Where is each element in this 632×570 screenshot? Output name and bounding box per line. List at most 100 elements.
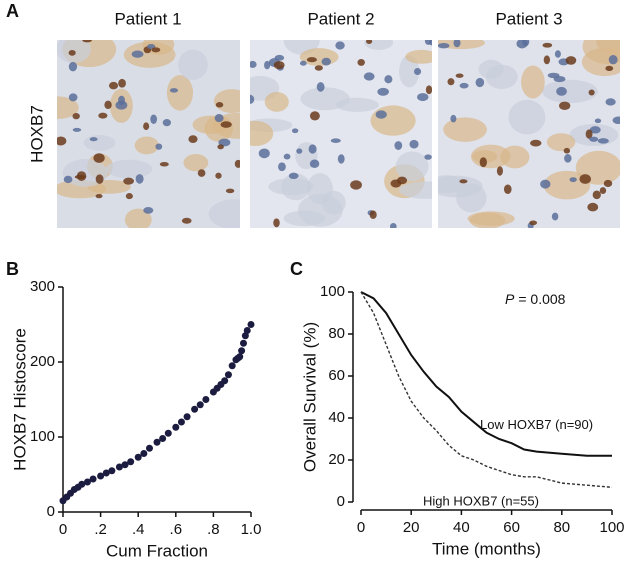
- point: [145, 444, 153, 452]
- nucleus: [273, 61, 285, 70]
- nucleus: [143, 207, 154, 214]
- panel-label: B: [6, 259, 19, 279]
- nucleus: [278, 162, 286, 172]
- nucleus: [68, 49, 76, 56]
- nucleus: [321, 57, 332, 66]
- x-tick-label: 80: [553, 519, 570, 536]
- nucleus: [159, 161, 169, 167]
- nucleus: [291, 128, 299, 134]
- nucleus: [218, 138, 231, 147]
- nucleus: [447, 78, 455, 86]
- nucleus: [556, 86, 567, 96]
- nucleus: [424, 40, 432, 45]
- nucleus: [589, 126, 601, 134]
- point: [236, 353, 244, 361]
- x-tick-label: 60: [503, 519, 520, 536]
- nucleus: [503, 184, 512, 194]
- point: [238, 347, 246, 355]
- nucleus: [314, 65, 323, 71]
- nucleus: [63, 175, 73, 184]
- nucleus: [309, 159, 320, 168]
- y-tick-label: 100: [320, 283, 345, 300]
- nucleus: [496, 166, 503, 176]
- nucleus: [82, 40, 92, 43]
- y-tick-label: 200: [30, 353, 55, 370]
- x-axis-label: Cum Fraction: [106, 541, 208, 560]
- point: [196, 401, 204, 409]
- nucleus: [409, 139, 419, 149]
- nucleus: [603, 179, 613, 188]
- annotation: P = 0.008: [505, 291, 566, 307]
- point: [159, 435, 167, 442]
- nucleus: [605, 98, 616, 106]
- nucleus: [594, 118, 602, 124]
- nucleus: [453, 40, 461, 48]
- nucleus: [108, 81, 119, 90]
- tissue: [596, 40, 620, 54]
- nucleus: [250, 94, 255, 104]
- point: [177, 418, 185, 426]
- nucleus: [217, 144, 224, 150]
- nucleus: [118, 78, 126, 88]
- point: [121, 461, 129, 469]
- series-label: High HOXB7 (n=55): [423, 494, 539, 509]
- tissue: [521, 65, 545, 99]
- nucleus: [542, 42, 553, 48]
- tissue: [250, 120, 274, 147]
- nucleus: [135, 174, 144, 184]
- point: [83, 478, 91, 486]
- tissue: [57, 40, 91, 64]
- tissue: [208, 199, 240, 228]
- nucleus: [296, 148, 303, 154]
- nucleus: [57, 136, 67, 146]
- nucleus: [250, 60, 257, 68]
- point: [134, 453, 142, 461]
- nucleus: [459, 179, 468, 184]
- nucleus: [151, 47, 161, 53]
- nucleus: [125, 193, 133, 200]
- tissue: [306, 173, 333, 205]
- point: [172, 423, 180, 431]
- nucleus: [543, 55, 551, 65]
- nucleus: [413, 68, 422, 76]
- nucleus: [68, 93, 78, 102]
- nucleus: [424, 154, 432, 160]
- nucleus: [95, 174, 104, 184]
- nucleus: [438, 42, 450, 49]
- tissue: [469, 212, 506, 228]
- tissue: [183, 154, 209, 172]
- x-tick-label: 0: [357, 519, 365, 536]
- tissue: [83, 135, 116, 151]
- nucleus: [588, 89, 595, 96]
- y-axis-label: HOXB7 Histoscore: [10, 328, 29, 471]
- point: [89, 475, 97, 483]
- nucleus: [299, 60, 307, 66]
- x-axis-label: Time (months): [432, 539, 541, 558]
- nucleus: [530, 139, 542, 147]
- nucleus: [585, 129, 593, 139]
- y-tick-label: 100: [30, 428, 55, 445]
- nucleus: [76, 171, 87, 181]
- panel-label: C: [290, 259, 303, 279]
- nucleus: [565, 56, 577, 65]
- tissue: [438, 40, 485, 50]
- column-label: Patient 3: [495, 9, 562, 28]
- nucleus: [384, 75, 393, 84]
- x-tick-label: .6: [170, 521, 183, 538]
- nucleus: [155, 143, 163, 150]
- tissue: [438, 175, 466, 194]
- x-tick-label: .2: [94, 521, 107, 538]
- nucleus: [215, 102, 224, 108]
- column-label: Patient 1: [114, 9, 181, 28]
- x-tick-label: .4: [132, 521, 145, 538]
- point: [164, 429, 172, 437]
- nucleus: [394, 141, 403, 150]
- nucleus: [316, 82, 325, 92]
- tissue: [57, 96, 79, 119]
- nucleus: [123, 177, 134, 185]
- y-tick-label: 60: [328, 367, 345, 384]
- point: [108, 467, 116, 475]
- column-label: Patient 2: [307, 9, 374, 28]
- point: [78, 480, 86, 488]
- nucleus: [479, 157, 487, 168]
